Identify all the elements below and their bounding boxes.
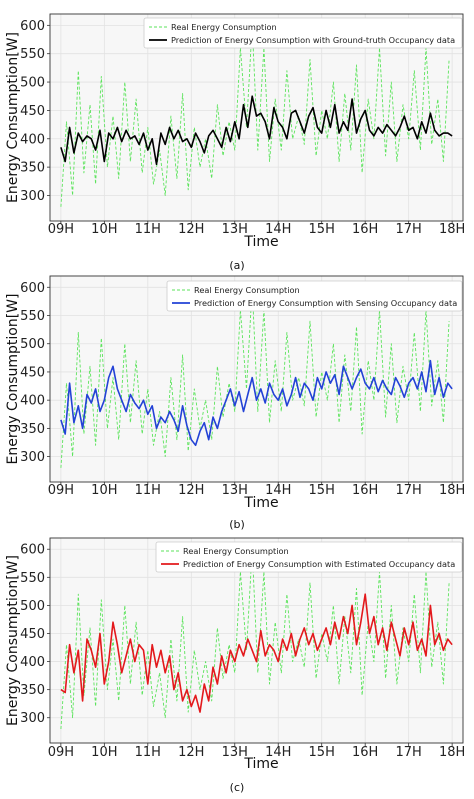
legend-box (155, 541, 463, 573)
panel-caption: (a) (229, 259, 244, 272)
legend-entry: Prediction of Energy Consumption with Se… (194, 298, 457, 308)
y-tick-label: 550 (20, 309, 45, 324)
y-tick-label: 400 (20, 132, 45, 147)
x-tick-label: 17H (395, 222, 421, 237)
legend-entry: Real Energy Consumption (171, 22, 277, 32)
chart-panel: 300 350 400 450 500 550 600 09H 10H 11H 12H 13H 14H 1… (5, 537, 465, 794)
prediction-line (60, 359, 453, 447)
x-tick-label: 10H (91, 222, 117, 237)
legend-box (166, 280, 463, 312)
prediction-line (60, 95, 453, 166)
plot-frame (49, 537, 464, 744)
x-tick-label: 11H (135, 222, 161, 237)
x-tick-label: 18H (439, 745, 465, 760)
y-tick-label: 500 (20, 599, 45, 614)
series-group (60, 24, 453, 207)
x-tick-label: 09H (48, 483, 74, 498)
plot-frame (49, 13, 464, 222)
x-tick-label: 13H (222, 745, 248, 760)
y-axis-label: Energy Consumption[W] (5, 555, 21, 726)
chart-panel: 300 350 400 450 500 550 600 09H 10H 11H 12H 13H 14H 1… (5, 13, 465, 272)
y-tick-label: 350 (20, 161, 45, 176)
x-tick-label: 14H (265, 483, 291, 498)
series-group (60, 286, 453, 468)
x-tick-label: 17H (395, 483, 421, 498)
legend: Real Energy Consumption Prediction of Ene… (143, 17, 463, 49)
y-axis-label: Energy Consumption[W] (5, 294, 21, 465)
y-tick-label: 550 (20, 47, 45, 62)
prediction-line (60, 593, 453, 713)
panel-caption: (c) (230, 781, 245, 794)
y-tick-label: 600 (20, 19, 45, 34)
x-tick-label: 16H (352, 222, 378, 237)
x-tick-label: 13H (222, 483, 248, 498)
legend-box (143, 17, 463, 49)
x-tick-label: 16H (352, 483, 378, 498)
y-tick-label: 350 (20, 422, 45, 437)
real-consumption-line (60, 286, 450, 468)
x-tick-label: 11H (135, 483, 161, 498)
x-tick-label: 14H (265, 222, 291, 237)
real-consumption-line (60, 548, 450, 730)
x-tick-label: 12H (178, 745, 204, 760)
real-consumption-line (60, 24, 450, 207)
y-tick-label: 350 (20, 683, 45, 698)
y-tick-label: 450 (20, 104, 45, 119)
y-tick-label: 400 (20, 655, 45, 670)
x-tick-label: 10H (91, 745, 117, 760)
x-tick-label: 14H (265, 745, 291, 760)
legend: Real Energy Consumption Prediction of Ene… (155, 541, 463, 573)
x-axis-label: Time (243, 756, 278, 772)
legend-entry: Real Energy Consumption (194, 285, 300, 295)
x-tick-label: 15H (309, 483, 335, 498)
y-tick-label: 500 (20, 337, 45, 352)
y-tick-label: 400 (20, 394, 45, 409)
y-tick-label: 300 (20, 189, 45, 204)
x-tick-label: 16H (352, 745, 378, 760)
x-tick-label: 11H (135, 745, 161, 760)
series-group (60, 548, 453, 730)
panel-caption: (b) (229, 518, 245, 531)
legend-entry: Prediction of Energy Consumption with Es… (183, 559, 455, 569)
x-axis-label: Time (243, 495, 278, 511)
y-tick-label: 300 (20, 711, 45, 726)
x-tick-label: 10H (91, 483, 117, 498)
y-tick-label: 300 (20, 450, 45, 465)
plot-frame (49, 275, 464, 483)
y-tick-label: 600 (20, 281, 45, 296)
y-tick-label: 600 (20, 543, 45, 558)
y-tick-label: 500 (20, 76, 45, 91)
x-tick-label: 15H (309, 745, 335, 760)
legend: Real Energy Consumption Prediction of Ene… (166, 280, 463, 312)
legend-entry: Real Energy Consumption (183, 546, 289, 556)
x-tick-label: 17H (395, 745, 421, 760)
x-tick-label: 09H (48, 222, 74, 237)
y-tick-label: 550 (20, 571, 45, 586)
x-tick-label: 09H (48, 745, 74, 760)
x-tick-label: 13H (222, 222, 248, 237)
x-tick-label: 12H (178, 222, 204, 237)
y-tick-label: 450 (20, 365, 45, 380)
x-tick-label: 15H (309, 222, 335, 237)
legend-entry: Prediction of Energy Consumption with Gr… (171, 35, 455, 45)
y-tick-label: 450 (20, 627, 45, 642)
chart-panel: 300 350 400 450 500 550 600 09H 10H 11H 12H 13H 14H 1… (5, 275, 465, 531)
x-tick-label: 18H (439, 483, 465, 498)
x-tick-label: 18H (439, 222, 465, 237)
x-axis-label: Time (243, 234, 278, 250)
x-tick-label: 12H (178, 483, 204, 498)
y-axis-label: Energy Consumption[W] (5, 32, 21, 203)
